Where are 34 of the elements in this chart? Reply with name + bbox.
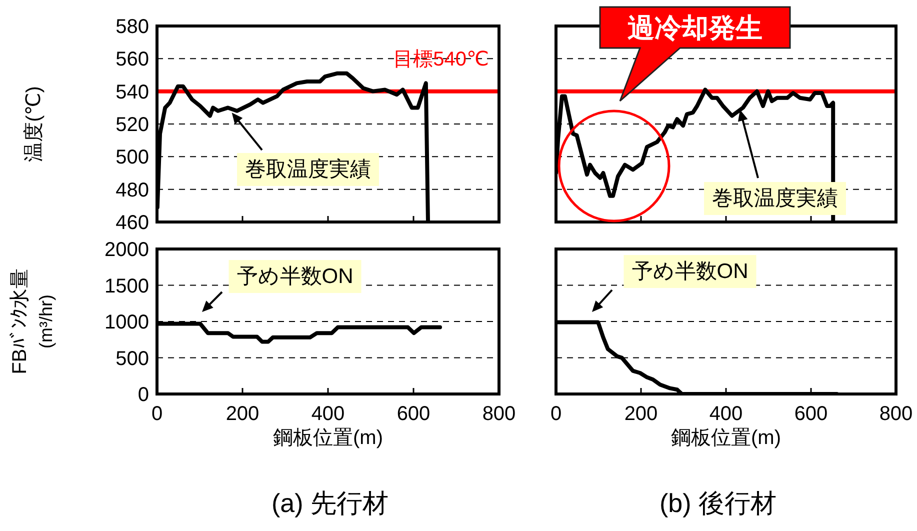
x-tick-label: 800 — [482, 403, 516, 425]
x-tick-label: 400 — [709, 403, 743, 425]
y-tick-label: 460 — [116, 212, 149, 234]
x-tick-label: 0 — [550, 403, 562, 425]
x-tick-label: 600 — [396, 403, 430, 425]
annotation: 過冷却発生 — [628, 13, 762, 43]
y-tick-label: 520 — [116, 114, 149, 136]
y-tick-label: 560 — [116, 48, 149, 71]
annotation: 巻取温度実績 — [712, 187, 838, 210]
y-tick-label: 540 — [116, 81, 149, 104]
x-tick-label: 200 — [226, 403, 260, 425]
y-tick-label: 1500 — [104, 275, 149, 298]
y-tick-label: 480 — [116, 179, 149, 202]
y-axis-title: FBﾊﾞﾝｸ水量(m³/hr) — [9, 268, 56, 374]
x-tick-label: 200 — [624, 403, 658, 425]
y-tick-label: 500 — [116, 348, 149, 370]
y-tick-label: 0 — [138, 384, 149, 406]
x-tick-label: 400 — [311, 403, 345, 425]
y-tick-label: 500 — [116, 146, 149, 169]
y-tick-label: 580 — [116, 16, 149, 38]
x-axis-title: 鋼板位置(m) — [671, 427, 781, 449]
text: (a) 先行材 — [272, 488, 388, 518]
x-tick-label: 0 — [151, 403, 163, 425]
x-tick-label: 600 — [794, 403, 828, 425]
x-axis-title: 鋼板位置(m) — [273, 427, 383, 449]
annotation: 予め半数ON — [632, 260, 748, 283]
annotation: 巻取温度実績 — [245, 158, 371, 181]
x-tick-label: 800 — [879, 403, 913, 425]
y-axis-title: 温度(℃) — [23, 86, 45, 162]
y-tick-label: 2000 — [104, 239, 149, 261]
annotation: 予め半数ON — [236, 265, 354, 288]
text: (b) 後行材 — [660, 488, 776, 518]
y-tick-label: 1000 — [104, 312, 149, 334]
ref-line-label: 目標540℃ — [393, 48, 489, 70]
